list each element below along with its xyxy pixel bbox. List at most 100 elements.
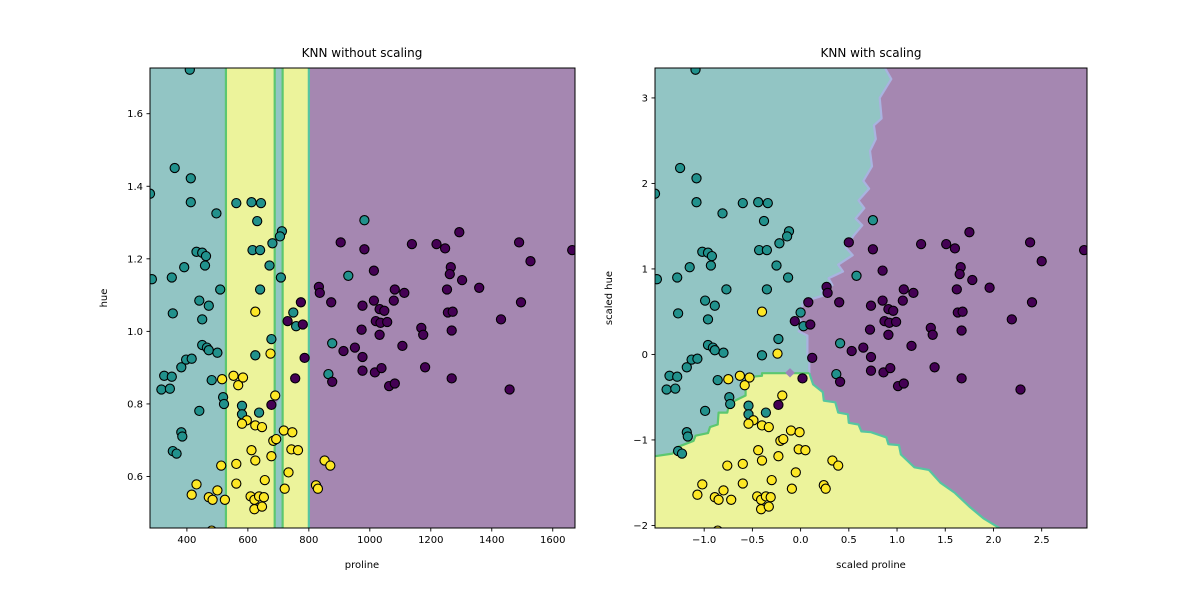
scatter-points-with_scaling <box>655 68 1087 528</box>
data-point <box>709 345 720 356</box>
data-point <box>772 348 783 359</box>
data-point <box>259 474 270 486</box>
data-point <box>206 374 217 386</box>
data-point <box>763 421 774 433</box>
data-point <box>957 306 968 317</box>
data-point <box>357 300 368 311</box>
data-point <box>763 501 774 512</box>
data-point <box>941 238 952 250</box>
data-point <box>709 300 720 311</box>
data-point <box>834 297 845 308</box>
data-point <box>256 421 268 433</box>
data-point <box>691 197 702 208</box>
data-point <box>515 297 527 308</box>
data-point <box>906 340 917 352</box>
data-point <box>761 284 773 295</box>
data-point <box>692 353 703 364</box>
data-point <box>388 295 399 306</box>
data-point <box>250 455 261 466</box>
plot-with_scaling: −1.0 −0.5 0.0 0.5 1.0 1.5 2.0 2.5 −2 −1 0 1 2 3 <box>633 67 1088 546</box>
data-point <box>513 237 525 248</box>
data-point <box>743 418 754 429</box>
data-point <box>446 373 457 384</box>
decision-regions-with_scaling <box>655 68 1087 528</box>
data-point <box>964 227 975 238</box>
data-point <box>283 467 294 478</box>
data-point <box>858 342 869 353</box>
data-point <box>191 479 202 490</box>
y-tick-label: −2 <box>633 521 648 532</box>
data-point <box>843 237 854 248</box>
data-point <box>228 370 239 381</box>
data-point <box>761 244 773 256</box>
data-point <box>359 215 370 226</box>
x-tick-label: −0.5 <box>740 535 764 546</box>
data-point <box>898 284 909 295</box>
data-point <box>800 445 811 456</box>
data-point <box>439 243 451 254</box>
y-tick-label: 1 <box>642 264 648 275</box>
data-point <box>864 324 876 335</box>
data-point <box>246 445 257 456</box>
data-point <box>250 350 261 361</box>
data-point <box>397 340 408 352</box>
data-point <box>782 272 794 283</box>
data-point <box>929 362 940 373</box>
data-point <box>753 445 764 456</box>
data-point <box>690 68 701 75</box>
data-point <box>897 295 908 306</box>
data-point <box>1026 297 1038 308</box>
data-point <box>867 244 879 255</box>
data-point <box>441 284 453 295</box>
data-point <box>737 197 748 209</box>
data-point <box>567 244 575 256</box>
x-tick-label: 1400 <box>479 535 504 546</box>
data-point <box>335 237 346 248</box>
data-point <box>194 405 205 417</box>
data-point <box>778 433 789 445</box>
data-point <box>212 347 223 358</box>
data-point <box>722 460 733 471</box>
axis-ticks-without_scaling: 400 600 800 1000 1200 1400 1600 0.6 0.8 1.0 1.2 1.4… <box>127 109 565 546</box>
data-point <box>967 274 978 286</box>
data-point <box>312 483 324 494</box>
data-point <box>743 400 754 411</box>
data-point <box>231 197 242 209</box>
data-point <box>275 272 287 283</box>
left-plot-title: KNN without scaling <box>302 46 423 60</box>
data-point <box>253 407 265 418</box>
data-point <box>674 162 686 174</box>
data-point <box>737 478 748 489</box>
y-tick-label: 2 <box>642 179 648 190</box>
data-point <box>271 433 282 445</box>
region-yellow <box>655 373 1000 528</box>
data-point <box>1078 244 1087 256</box>
data-point <box>169 162 180 174</box>
data-point <box>406 238 418 250</box>
data-point <box>725 398 736 410</box>
data-point <box>865 351 877 363</box>
data-point <box>349 342 361 353</box>
data-point <box>176 362 187 373</box>
data-point <box>504 384 515 395</box>
data-point <box>327 338 338 349</box>
data-point <box>888 305 899 316</box>
data-point <box>1015 384 1026 395</box>
data-point <box>927 329 938 340</box>
data-point <box>203 300 214 311</box>
data-point <box>399 287 410 299</box>
data-point <box>258 492 270 503</box>
data-point <box>766 474 777 486</box>
data-point <box>419 362 431 373</box>
data-point <box>231 458 242 470</box>
data-point <box>314 287 325 299</box>
data-point <box>264 260 275 271</box>
data-point <box>292 445 304 456</box>
data-point <box>834 376 846 387</box>
data-point <box>218 398 230 410</box>
data-point <box>699 405 711 417</box>
data-point <box>661 384 672 395</box>
data-point <box>278 425 289 436</box>
data-point <box>672 272 683 283</box>
data-point <box>737 458 748 470</box>
